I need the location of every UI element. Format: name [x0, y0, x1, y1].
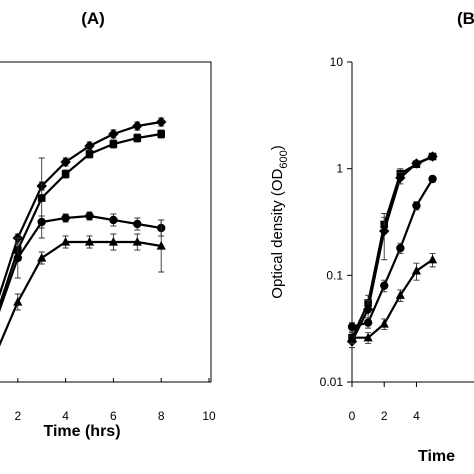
panel-b-x-axis-title: Time [418, 448, 455, 465]
panel-b-series-2-diamond-marker [379, 225, 390, 237]
panel-a-series-4-triangle-marker [156, 241, 166, 250]
panel-b-y-axis-title-suffix: ) [269, 145, 286, 150]
panel-a-label: (A) [81, 9, 105, 28]
panel-a-x-axis-title: Time (hrs) [43, 423, 120, 440]
panel-b-x-tick-label: 4 [413, 409, 420, 423]
panel-b-series-2-error-bar [381, 213, 388, 261]
panel-a-series-1-diamond-marker [132, 120, 143, 132]
panel-a-series-3-circle-marker [133, 219, 142, 229]
panel-b-series-2-diamond-marker [395, 172, 406, 184]
panel-a-series-3-circle-marker [37, 217, 46, 227]
panel-b-y-tick-label: 1 [336, 162, 343, 176]
panel-a-x-tick-label: 4 [62, 409, 69, 423]
panel-a-series-1-diamond-marker [108, 128, 119, 140]
panel-a-series-4-triangle-marker [13, 297, 23, 306]
panel-b-y-tick-label: 0.01 [320, 375, 344, 389]
panel-a-series-2-square-marker [157, 130, 165, 138]
panel-b-series-3-circle-marker [412, 201, 421, 210]
panel-a-series-4-line [0, 240, 162, 347]
panel-a-x-tick-label: 8 [158, 409, 165, 423]
panel-a-series-3-circle-marker [61, 213, 70, 223]
panel-b-series-4-triangle-marker [427, 254, 438, 264]
panel-b-x-tick-label: 2 [381, 409, 388, 423]
panel-b-series-2-diamond-marker [427, 151, 438, 162]
panel-a-data [0, 116, 167, 347]
panel-a-series-4-triangle-marker [37, 253, 47, 262]
panel-a-series-1-diamond-marker [60, 156, 71, 168]
panel-b-series-3-circle-marker [363, 318, 373, 327]
panel-b-series-3-circle-marker [347, 322, 357, 331]
panel-b-x-ticks: 0 2 4 [349, 382, 420, 423]
panel-a-series-4-triangle-marker [84, 237, 95, 246]
panel-b-series-4-triangle-marker [347, 332, 357, 342]
panel-b-series-4-line [352, 258, 434, 339]
panel-b-series-4-triangle-marker [363, 332, 373, 342]
panel-b-y-axis-title: Optical density (OD600) [269, 145, 290, 298]
panel-b: (B 10 1 0.1 0.01 0 2 4 Time Optical density (… [269, 9, 474, 465]
panel-a-series-3-circle-marker [85, 211, 94, 221]
panel-a-series-3-circle-marker [13, 253, 22, 263]
panel-b-y-ticks: 10 1 0.1 0.01 [320, 55, 352, 389]
panel-b-data [346, 151, 438, 349]
panel-b-y-axis-title-subscript: 600 [278, 150, 290, 168]
panel-a-x-ticks: 2 4 6 8 10 [14, 378, 216, 423]
panel-a-series-1-diamond-marker [156, 116, 167, 128]
panel-a-plot-frame [0, 61, 212, 383]
panel-b-label: (B [457, 9, 474, 28]
panel-a-series-4-triangle-marker [61, 237, 71, 246]
panel-b-series-4-triangle-marker [395, 290, 405, 299]
panel-a-series-2-square-marker [85, 150, 94, 158]
panel-a-series-3-circle-marker [109, 215, 118, 225]
panel-a: (A) 2 4 6 8 10 Time (hrs) [0, 9, 216, 440]
panel-a-series-2-square-marker [109, 140, 118, 148]
panel-b-series-3-circle-marker [396, 243, 405, 253]
panel-b-series-3-circle-marker [380, 281, 389, 290]
panel-a-series-2-square-marker [61, 170, 70, 178]
panel-b-series-2-diamond-marker [362, 304, 374, 315]
panel-b-x-tick-label: 0 [349, 409, 356, 423]
panel-b-y-axis-title-main: Optical density (OD [269, 168, 286, 298]
panel-b-y-tick-label: 0.1 [326, 268, 343, 282]
panel-b-series-2-diamond-marker [411, 158, 422, 169]
panel-a-x-tick-label: 2 [14, 409, 21, 423]
panel-b-series-3-circle-marker [428, 174, 437, 184]
panel-b-y-tick-label: 10 [330, 55, 344, 69]
panel-a-x-tick-label: 10 [202, 409, 216, 423]
panel-b-series-4-triangle-marker [411, 265, 422, 275]
panel-a-series-1-diamond-marker [84, 140, 95, 152]
panel-a-x-tick-label: 6 [110, 409, 117, 423]
panel-a-series-4-triangle-marker [132, 237, 142, 246]
panel-a-series-4-triangle-marker [108, 237, 118, 246]
panel-a-series-2-square-marker [37, 194, 46, 202]
panel-a-series-2-square-marker [133, 134, 142, 142]
panel-b-series-4-triangle-marker [379, 318, 389, 328]
